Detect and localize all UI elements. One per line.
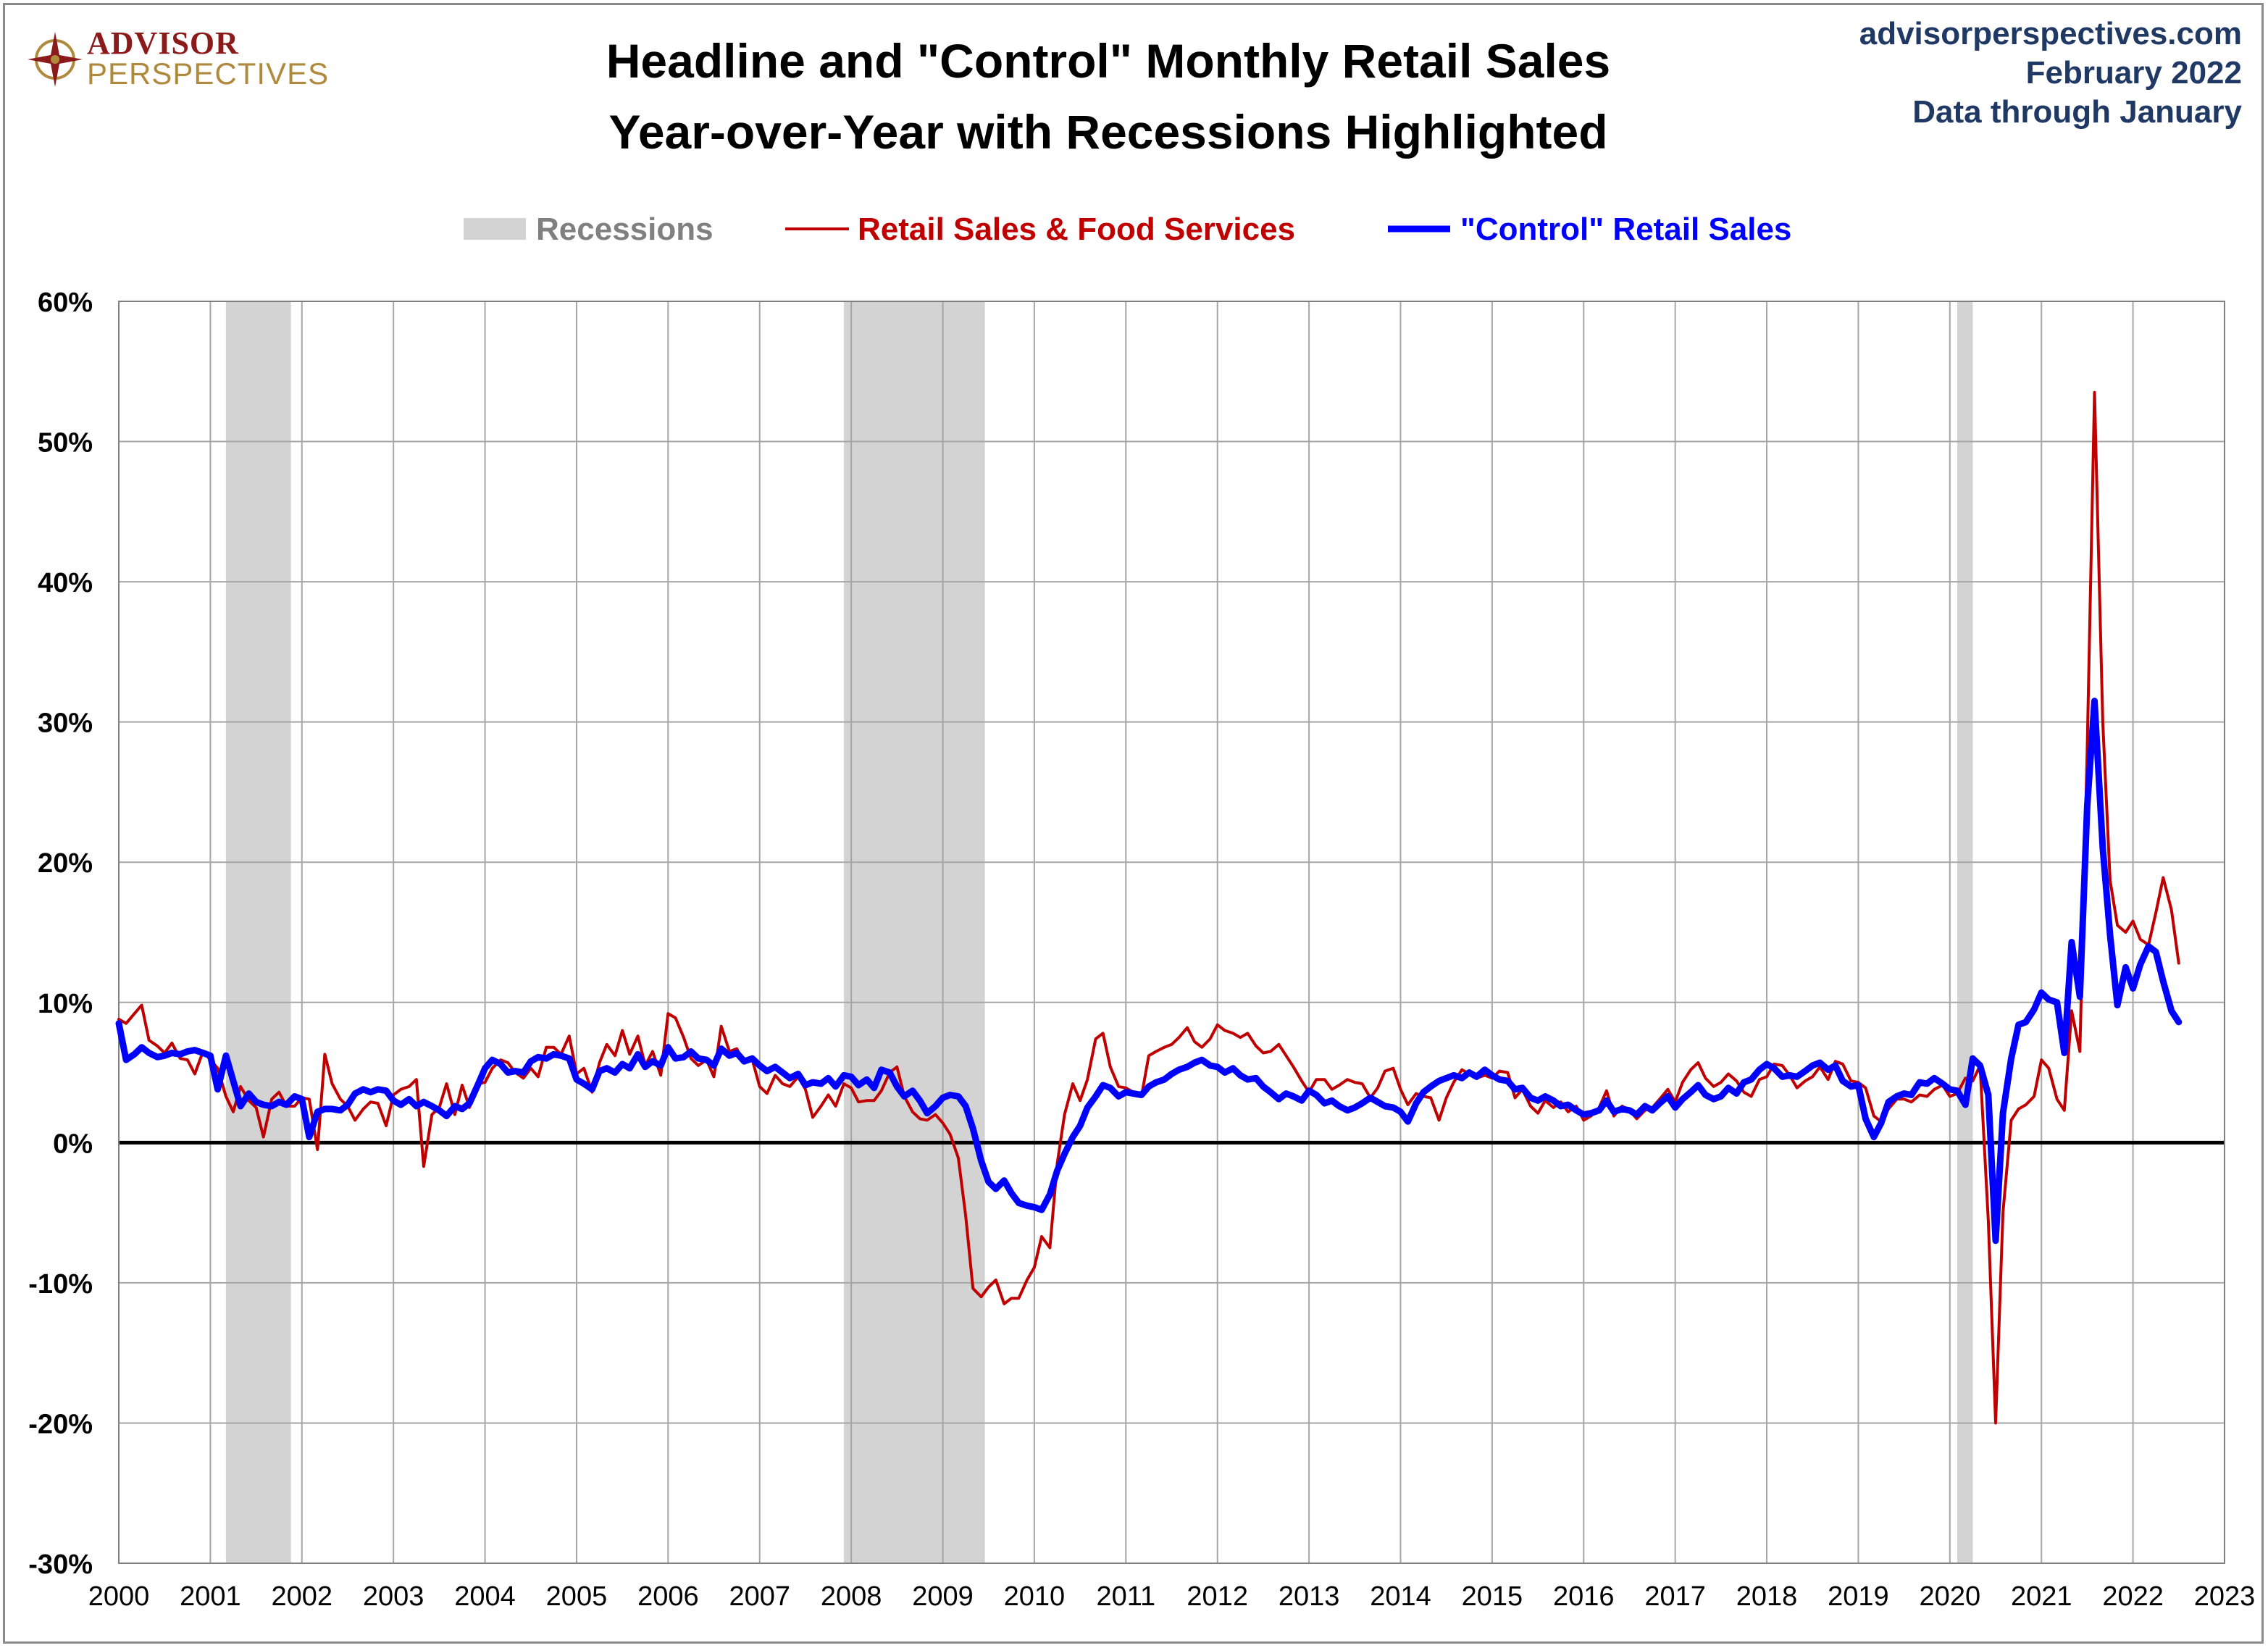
x-tick-label: 2022: [2102, 1581, 2164, 1612]
chart-title-line-2: Year-over-Year with Recessions Highlight…: [608, 105, 1608, 159]
logo-line-2: PERSPECTIVES: [87, 57, 330, 91]
x-tick-label: 2003: [363, 1581, 424, 1612]
x-tick-label: 2009: [912, 1581, 974, 1612]
legend-swatch-recessions: [464, 218, 526, 240]
compass-icon: [28, 32, 83, 87]
x-tick-label: 2011: [1096, 1581, 1155, 1612]
chart-grid: [118, 301, 2225, 1564]
source-site: advisorperspectives.com: [1859, 16, 2242, 51]
y-tick-label: 30%: [38, 708, 93, 739]
logo-line-1: ADVISOR: [87, 25, 239, 61]
y-tick-label: 10%: [38, 989, 93, 1019]
y-tick-label: 0%: [53, 1129, 93, 1159]
headline-retail-sales-line: [117, 390, 2180, 1425]
control-retail-sales-line: [115, 698, 2183, 1245]
y-tick-label: 60%: [38, 288, 93, 318]
y-tick-label: 40%: [38, 568, 93, 598]
x-tick-label: 2008: [821, 1581, 882, 1612]
y-tick-label: -20%: [28, 1409, 93, 1439]
legend-label: "Control" Retail Sales: [1460, 212, 1791, 247]
x-tick-label: 2014: [1370, 1581, 1431, 1612]
x-tick-label: 2005: [546, 1581, 608, 1612]
x-tick-label: 2013: [1279, 1581, 1340, 1612]
y-tick-label: 20%: [38, 848, 93, 879]
advisor-perspectives-logo: ADVISOR PERSPECTIVES: [26, 25, 330, 91]
recession-band-3: [1957, 301, 1973, 1563]
x-tick-label: 2020: [1920, 1581, 1981, 1612]
x-tick-label: 2019: [1828, 1581, 1889, 1612]
x-axis-ticks: 2000 2001 2002 2003 2004 2005 2006 2007 2008 2009…: [88, 1581, 2256, 1612]
chart-title-line-1: Headline and "Control" Monthly Retail Sa…: [606, 34, 1611, 88]
x-tick-label: 2010: [1004, 1581, 1066, 1612]
x-tick-label: 2001: [180, 1581, 241, 1612]
chart-legend: Recessions Retail Sales & Food Services "C…: [464, 212, 1791, 247]
x-tick-label: 2015: [1462, 1581, 1523, 1612]
x-tick-label: 2004: [454, 1581, 516, 1612]
x-tick-label: 2023: [2194, 1581, 2256, 1612]
x-tick-label: 2012: [1187, 1581, 1248, 1612]
x-tick-label: 2017: [1644, 1581, 1706, 1612]
y-axis-ticks: -30% -20% -10% 0% 10% 20% 30% 40% 50% 60%: [28, 288, 93, 1580]
recession-bands: [225, 301, 1973, 1563]
y-tick-label: 50%: [38, 428, 93, 459]
y-tick-label: -10%: [28, 1269, 93, 1300]
recession-band-1: [225, 301, 291, 1563]
x-tick-label: 2018: [1736, 1581, 1798, 1612]
x-tick-label: 2016: [1553, 1581, 1615, 1612]
x-tick-label: 2006: [637, 1581, 699, 1612]
x-tick-label: 2000: [88, 1581, 150, 1612]
x-tick-label: 2002: [272, 1581, 333, 1612]
legend-label: Retail Sales & Food Services: [858, 212, 1295, 247]
source-note: Data through January: [1912, 94, 2242, 130]
y-tick-label: -30%: [28, 1549, 93, 1580]
x-tick-label: 2007: [729, 1581, 790, 1612]
legend-label: Recessions: [536, 212, 714, 247]
x-tick-label: 2021: [2011, 1581, 2072, 1612]
chart-series: [115, 390, 2183, 1425]
plot-area-border: [118, 301, 2225, 1564]
recession-band-2: [844, 301, 985, 1563]
source-date: February 2022: [2025, 55, 2242, 91]
chart-frame: [3, 3, 2264, 1644]
